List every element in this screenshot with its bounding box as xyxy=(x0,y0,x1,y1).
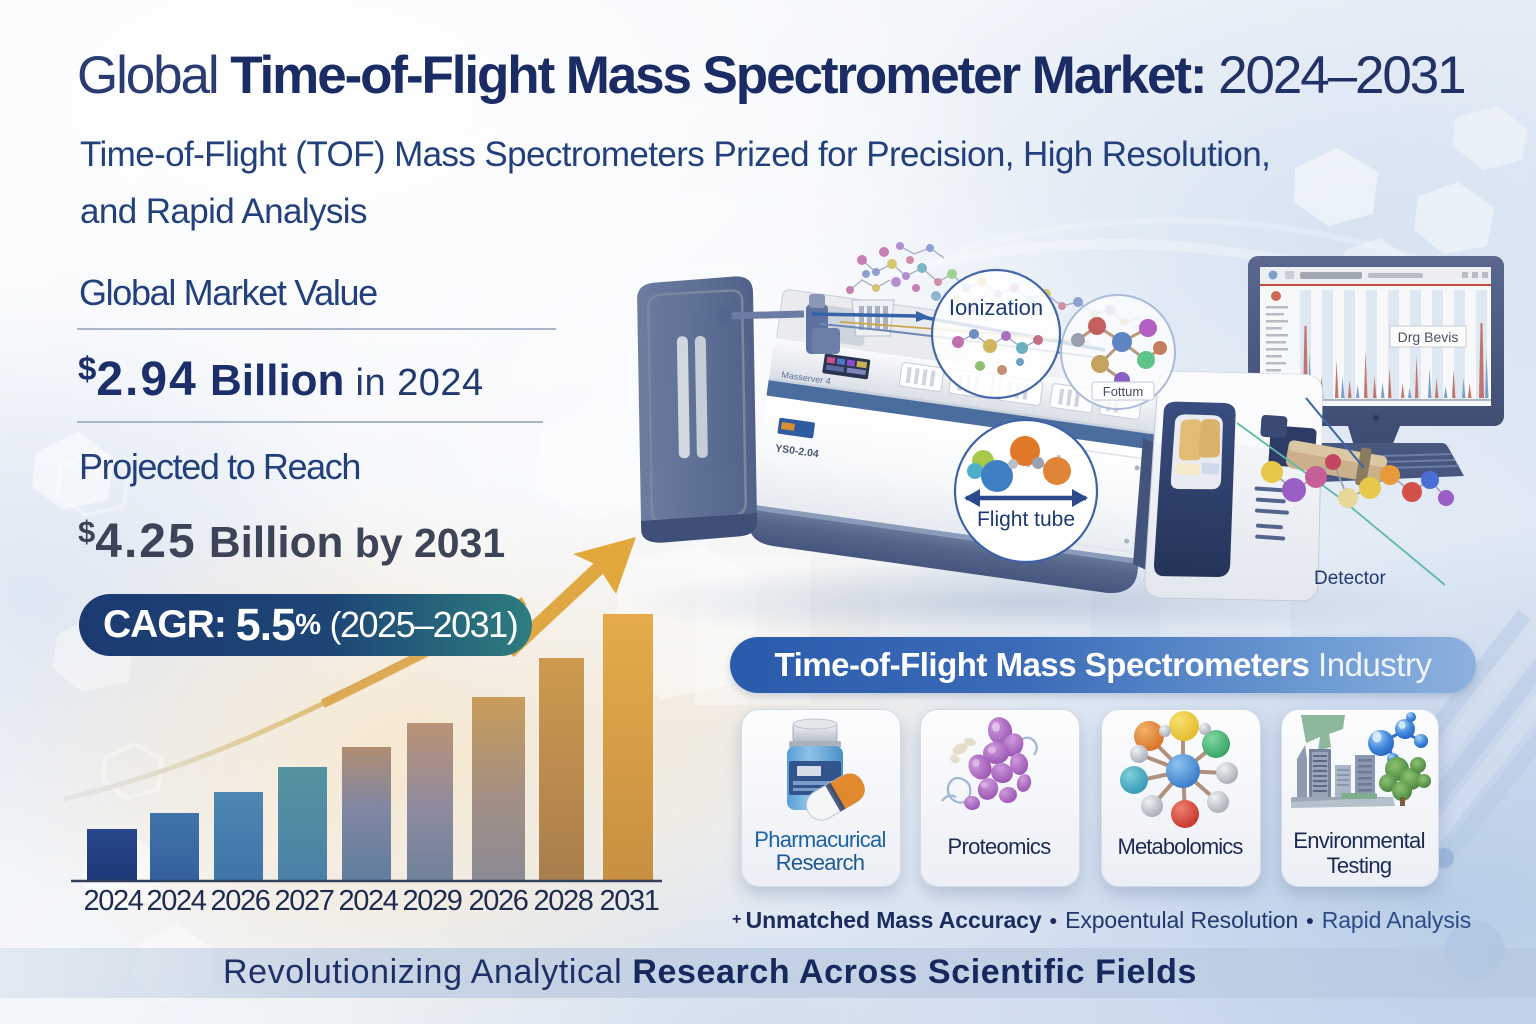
svg-text:Drg Bevis: Drg Bevis xyxy=(1398,329,1459,345)
svg-text:2028: 2028 xyxy=(534,885,593,917)
svg-text:2029: 2029 xyxy=(403,885,462,917)
svg-text:2026: 2026 xyxy=(469,885,528,917)
svg-text:2026: 2026 xyxy=(211,885,270,917)
svg-text:Flight tube: Flight tube xyxy=(977,508,1075,531)
svg-text:2027: 2027 xyxy=(275,885,334,917)
svg-text:Fottum: Fottum xyxy=(1103,384,1143,399)
svg-text:2024: 2024 xyxy=(147,885,207,917)
svg-text:2024: 2024 xyxy=(84,885,144,917)
svg-text:Ionization: Ionization xyxy=(949,295,1043,320)
svg-text:2024: 2024 xyxy=(339,885,399,917)
svg-text:2031: 2031 xyxy=(600,885,659,917)
svg-text:Detector: Detector xyxy=(1314,568,1386,589)
